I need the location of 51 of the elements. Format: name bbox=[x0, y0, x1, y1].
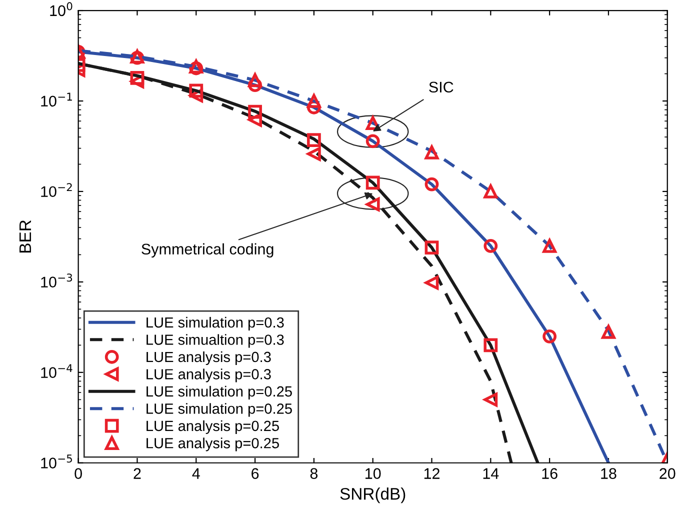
point bbox=[542, 329, 557, 344]
point bbox=[424, 276, 439, 290]
x-tick-label: 8 bbox=[310, 468, 318, 479]
point bbox=[424, 145, 439, 160]
y-tick-label: 10$^{−2}$ bbox=[41, 183, 72, 198]
point bbox=[248, 73, 262, 88]
legend-label: LUE analysis p=0.25 bbox=[146, 420, 279, 434]
legend-label: LUE simulation p=0.25 bbox=[146, 386, 292, 400]
y-axis-title: BER bbox=[20, 220, 31, 252]
y-tick-label: 10$^{−4}$ bbox=[41, 364, 72, 378]
x-tick-label: 2 bbox=[134, 468, 141, 479]
point bbox=[484, 392, 498, 407]
point bbox=[542, 238, 557, 253]
legend-label: LUE simulation p=0.3 bbox=[146, 316, 284, 331]
y-tick-label: 10$^{0}$ bbox=[50, 2, 72, 16]
x-axis-title: SNR(dB) bbox=[340, 488, 406, 504]
point bbox=[130, 70, 144, 85]
annotation: SIC bbox=[429, 82, 454, 93]
x-tick-label: 16 bbox=[542, 468, 558, 479]
point bbox=[484, 338, 498, 352]
point bbox=[484, 238, 498, 253]
point bbox=[424, 240, 439, 254]
y-tick-label: 10$^{−5}$ bbox=[41, 454, 72, 468]
legend-label: LUE analysis p=0.3 bbox=[146, 351, 271, 366]
point bbox=[306, 146, 321, 161]
point bbox=[189, 84, 204, 98]
point bbox=[366, 134, 380, 148]
annotation: Symmetrical coding bbox=[142, 243, 274, 258]
x-tick-label: 20 bbox=[660, 468, 676, 479]
x-tick-label: 0 bbox=[74, 468, 82, 479]
point bbox=[248, 104, 262, 119]
x-tick-label: 6 bbox=[252, 468, 259, 479]
point bbox=[424, 177, 439, 192]
y-tick-label: 10$^{−1}$ bbox=[41, 92, 72, 107]
point bbox=[366, 197, 380, 212]
point bbox=[366, 176, 380, 190]
point bbox=[366, 116, 380, 130]
legend-label: LUE analysis p=0.3 bbox=[146, 368, 271, 382]
point bbox=[602, 325, 616, 339]
x-tick-label: 10 bbox=[366, 468, 381, 479]
x-tick-label: 14 bbox=[483, 468, 499, 479]
y-tick-label: 10$^{−3}$ bbox=[41, 274, 72, 288]
legend-label: LUE simualtion p=0.3 bbox=[146, 334, 284, 348]
x-tick-label: 18 bbox=[601, 468, 616, 479]
point bbox=[484, 184, 498, 198]
point bbox=[306, 94, 321, 108]
x-tick-label: 4 bbox=[192, 468, 200, 479]
legend-label: LUE simulation p=0.25 bbox=[146, 403, 292, 417]
point bbox=[306, 133, 321, 148]
legend-label: LUE analysis p=0.25 bbox=[146, 438, 279, 452]
x-tick-label: 12 bbox=[424, 468, 440, 479]
